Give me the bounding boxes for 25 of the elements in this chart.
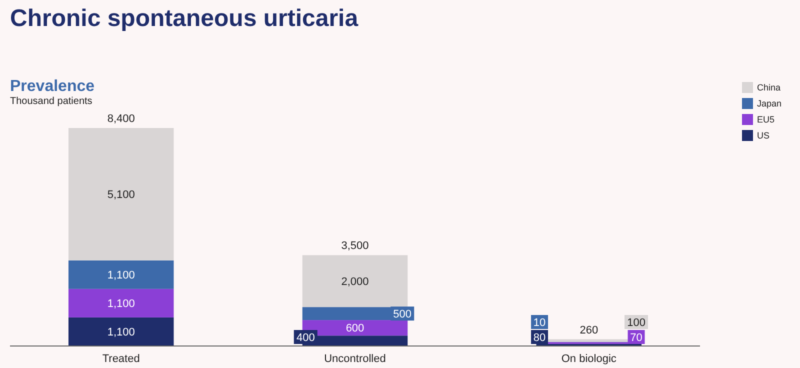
total-label: 3,500 bbox=[341, 240, 369, 252]
data-label: 100 bbox=[627, 316, 646, 329]
chart-subtitle: Prevalence bbox=[10, 78, 95, 95]
total-label: 8,400 bbox=[107, 113, 135, 125]
x-tick-label: Uncontrolled bbox=[324, 353, 386, 365]
chart-title: Chronic spontaneous urticaria bbox=[10, 5, 359, 32]
data-label: 5,100 bbox=[107, 189, 135, 202]
legend-label: EU5 bbox=[757, 114, 775, 125]
data-label: 400 bbox=[296, 332, 315, 344]
data-label: 600 bbox=[346, 322, 364, 335]
y-axis-title: Thousand patients bbox=[10, 96, 92, 107]
data-label: 500 bbox=[393, 308, 412, 320]
data-label: 1,100 bbox=[107, 298, 135, 310]
data-label: 10 bbox=[533, 316, 546, 329]
x-tick-label: Treated bbox=[102, 353, 140, 365]
legend-label: China bbox=[757, 82, 781, 93]
x-tick-label: On biologic bbox=[561, 353, 617, 365]
data-label: 80 bbox=[533, 332, 546, 344]
data-label: 70 bbox=[630, 332, 642, 344]
legend-label: US bbox=[757, 130, 770, 141]
total-label: 260 bbox=[580, 324, 598, 336]
data-label: 1,100 bbox=[107, 269, 135, 282]
data-label: 1,100 bbox=[107, 326, 135, 339]
legend-label: Japan bbox=[757, 98, 782, 109]
data-label: 2,000 bbox=[341, 276, 369, 288]
